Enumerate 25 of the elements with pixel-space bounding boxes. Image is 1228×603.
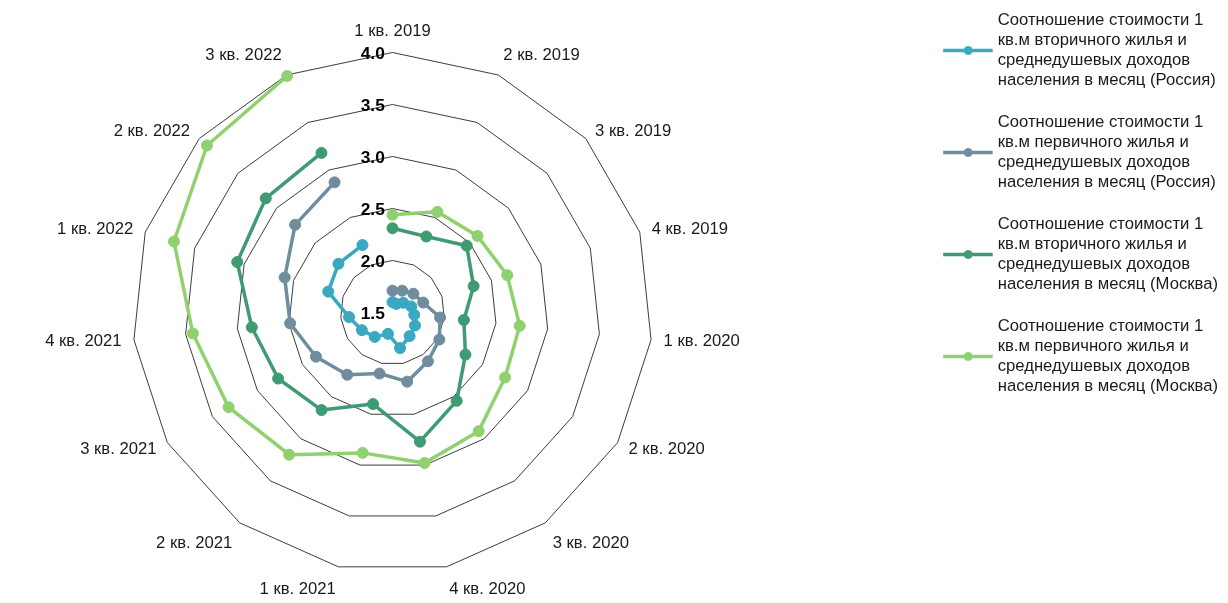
spoke-label: 3 кв. 2022	[205, 44, 282, 64]
spoke-label: 3 кв. 2020	[552, 532, 629, 552]
legend-label: Соотношение стоимости 1 кв.м вторичного жилья и среднедушевых доходов населения в месяц (Москва)	[997, 214, 1218, 294]
y-tick-label: 3.0	[360, 146, 385, 167]
spoke-label: 1 кв. 2019	[354, 21, 431, 41]
spoke-label: 1 кв. 2022	[57, 218, 134, 238]
y-tick-label: 1.5	[360, 302, 386, 323]
spoke-label: 4 кв. 2021	[45, 331, 122, 351]
y-tick-label: 2.0	[360, 250, 385, 271]
spoke-label: 4 кв. 2019	[651, 218, 728, 238]
spoke-label: 3 кв. 2021	[80, 439, 157, 459]
spoke-label: 2 кв. 2020	[628, 439, 705, 459]
spoke-label: 2 кв. 2022	[113, 120, 191, 140]
y-tick-label: 2.5	[360, 198, 386, 219]
spoke-label: 1 кв. 2020	[663, 331, 740, 351]
spoke-label: 3 кв. 2019	[594, 120, 672, 140]
spoke-label: 2 кв. 2021	[156, 532, 233, 552]
legend-label: Соотношение стоимости 1 кв.м первичного жилья и среднедушевых доходов населения в месяц (Россия)	[997, 112, 1216, 192]
spoke-label: 2 кв. 2019	[503, 44, 580, 64]
y-tick-label: 3.5	[360, 94, 386, 115]
spoke-label: 4 кв. 2020	[449, 579, 526, 599]
legend-label: Соотношение стоимости 1 кв.м первичного жилья и среднедушевых доходов населения в месяц (Москва)	[997, 316, 1218, 396]
y-tick-label: 4.0	[360, 42, 385, 63]
spoke-label: 1 кв. 2021	[259, 579, 336, 599]
legend-label: Соотношение стоимости 1 кв.м вторичного жилья и среднедушевых доходов населения в месяц (Россия)	[997, 10, 1216, 90]
